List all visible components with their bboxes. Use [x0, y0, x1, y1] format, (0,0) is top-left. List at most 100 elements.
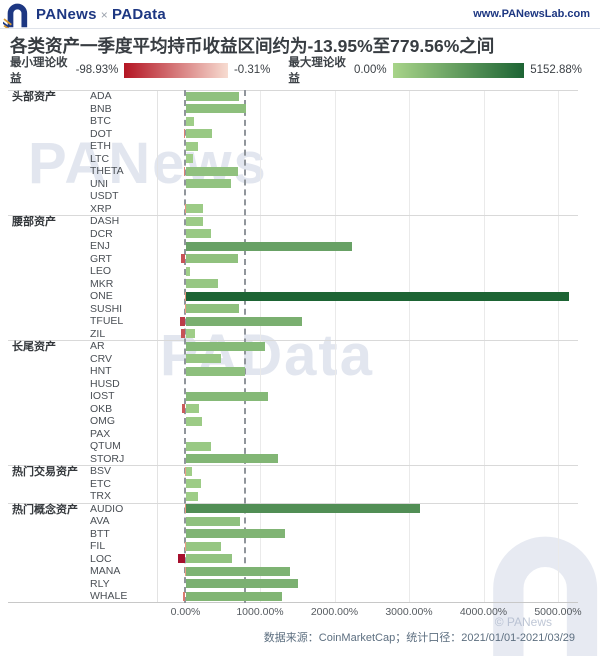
asset-label: MANA: [90, 565, 121, 577]
min-return-bar: [181, 404, 186, 414]
grid-line: [409, 90, 410, 603]
asset-label: ETC: [90, 477, 111, 490]
min-return-bar: [184, 304, 186, 314]
asset-label: BNB: [90, 102, 112, 115]
asset-label: TFUEL: [90, 315, 124, 327]
group-label: 腰部资产: [12, 216, 56, 228]
x-axis-tick-labels: 0.00% 1000.00% 2000.00% 3000.00% 4000.00% 500…: [0, 606, 600, 620]
asset-row: BTC: [0, 115, 600, 128]
asset-label: LTC: [90, 152, 110, 165]
min-return-bar: [183, 591, 186, 601]
asset-row: HUSD: [0, 378, 600, 391]
asset-row: USDT: [0, 190, 600, 203]
asset-label: HUSD: [90, 377, 120, 390]
min-return-bar: [184, 466, 186, 476]
group-label: 长尾资产: [12, 341, 56, 353]
max-return-bar: [185, 129, 212, 139]
min-return-gradient-bar: [124, 62, 228, 78]
asset-label: ETH: [90, 140, 111, 152]
max-return-bar: [185, 391, 269, 401]
max-return-bar: [185, 566, 290, 576]
site-url-link[interactable]: www.PANewsLab.com: [473, 8, 590, 20]
max-return-bar: [185, 504, 421, 514]
max-scale-start-value: 0.00%: [353, 64, 387, 76]
group-label: 头部资产: [12, 91, 56, 103]
label-chart-separator: [157, 90, 158, 603]
asset-label: AUDIO: [90, 502, 124, 515]
max-return-bar: [185, 216, 203, 226]
asset-label: ADA: [90, 90, 112, 102]
asset-row: THETA: [0, 165, 600, 178]
asset-label: ONE: [90, 290, 113, 302]
asset-row: DOT: [0, 128, 600, 141]
x-tick-label: 3000.00%: [385, 606, 433, 618]
max-return-gradient-bar: [392, 62, 525, 78]
group-label: 热门概念资产: [12, 503, 78, 516]
asset-label: LOC: [90, 552, 112, 565]
asset-label: THETA: [90, 165, 124, 177]
asset-row: GRT: [0, 253, 600, 266]
asset-row: LTC: [0, 153, 600, 166]
max-return-bar: [185, 516, 240, 526]
asset-label: HNT: [90, 365, 112, 377]
asset-row: BSV: [0, 465, 600, 478]
asset-row: MANA: [0, 565, 600, 578]
min-return-bar: [184, 204, 186, 214]
asset-label: DCR: [90, 227, 113, 240]
asset-label: PAX: [90, 427, 111, 440]
color-scale-legend: 最小理论收益 -98.93% -0.31% 最大理论收益 0.00% 5152.…: [10, 57, 600, 85]
max-return-legend-label: 最大理论收益: [288, 57, 346, 85]
max-return-bar: [185, 116, 195, 126]
asset-row: PAX: [0, 428, 600, 441]
brand-separator: ×: [100, 8, 109, 22]
asset-label: USDT: [90, 190, 119, 202]
max-return-bar: [185, 466, 193, 476]
section-divider: [8, 215, 578, 216]
x-tick-label: 2000.00%: [310, 606, 359, 618]
asset-row: STORJ: [0, 453, 600, 466]
asset-label: DOT: [90, 127, 113, 140]
max-return-bar: [185, 479, 202, 489]
asset-label: TRX: [90, 490, 111, 502]
min-return-bar: [180, 316, 186, 326]
section-divider: [8, 502, 578, 504]
asset-row: TRX: [0, 490, 600, 503]
asset-row: OKB: [0, 403, 600, 416]
max-return-bar: [185, 354, 222, 364]
max-return-bar: [185, 579, 298, 589]
asset-label: CRV: [90, 352, 112, 365]
asset-row: UNI: [0, 178, 600, 191]
grid-line: [558, 90, 559, 603]
asset-row: QTUM: [0, 440, 600, 453]
asset-label: RLY: [90, 577, 110, 590]
asset-label: STORJ: [90, 452, 125, 465]
brand-text: PANews × PAData: [36, 6, 166, 23]
max-return-bar: [185, 329, 196, 339]
x-axis-line: [8, 602, 578, 603]
grid-line: [483, 90, 485, 603]
brand-padata: PAData: [112, 6, 167, 23]
asset-label: LEO: [90, 265, 112, 277]
asset-row: LEO: [0, 265, 600, 278]
asset-label: IOST: [90, 390, 115, 402]
asset-row: ENJ: [0, 240, 600, 253]
x-tick-label: 0.00%: [170, 606, 201, 618]
asset-row: RLY: [0, 578, 600, 591]
asset-label: SUSHI: [90, 302, 123, 315]
asset-label: ENJ: [90, 240, 110, 252]
min-return-bar: [184, 541, 186, 551]
bar-chart-plot-area: PANews PAData 头部资产 ADA BNB BTC DOT ETH LTC THET…: [0, 90, 600, 603]
copyright-watermark: © PANews: [494, 615, 552, 629]
asset-row: TFUEL: [0, 315, 600, 328]
max-return-bar: [185, 491, 198, 501]
asset-row: BTT: [0, 528, 600, 541]
max-return-bar: [185, 254, 239, 264]
asset-row: AVA: [0, 515, 600, 528]
x-tick-label: 4000.00%: [459, 606, 508, 618]
asset-row: FIL: [0, 540, 600, 553]
asset-row: CRV: [0, 353, 600, 366]
max-return-bar: [185, 454, 278, 464]
group-label: 热门交易资产: [12, 466, 78, 478]
max-return-bar: [185, 591, 282, 601]
